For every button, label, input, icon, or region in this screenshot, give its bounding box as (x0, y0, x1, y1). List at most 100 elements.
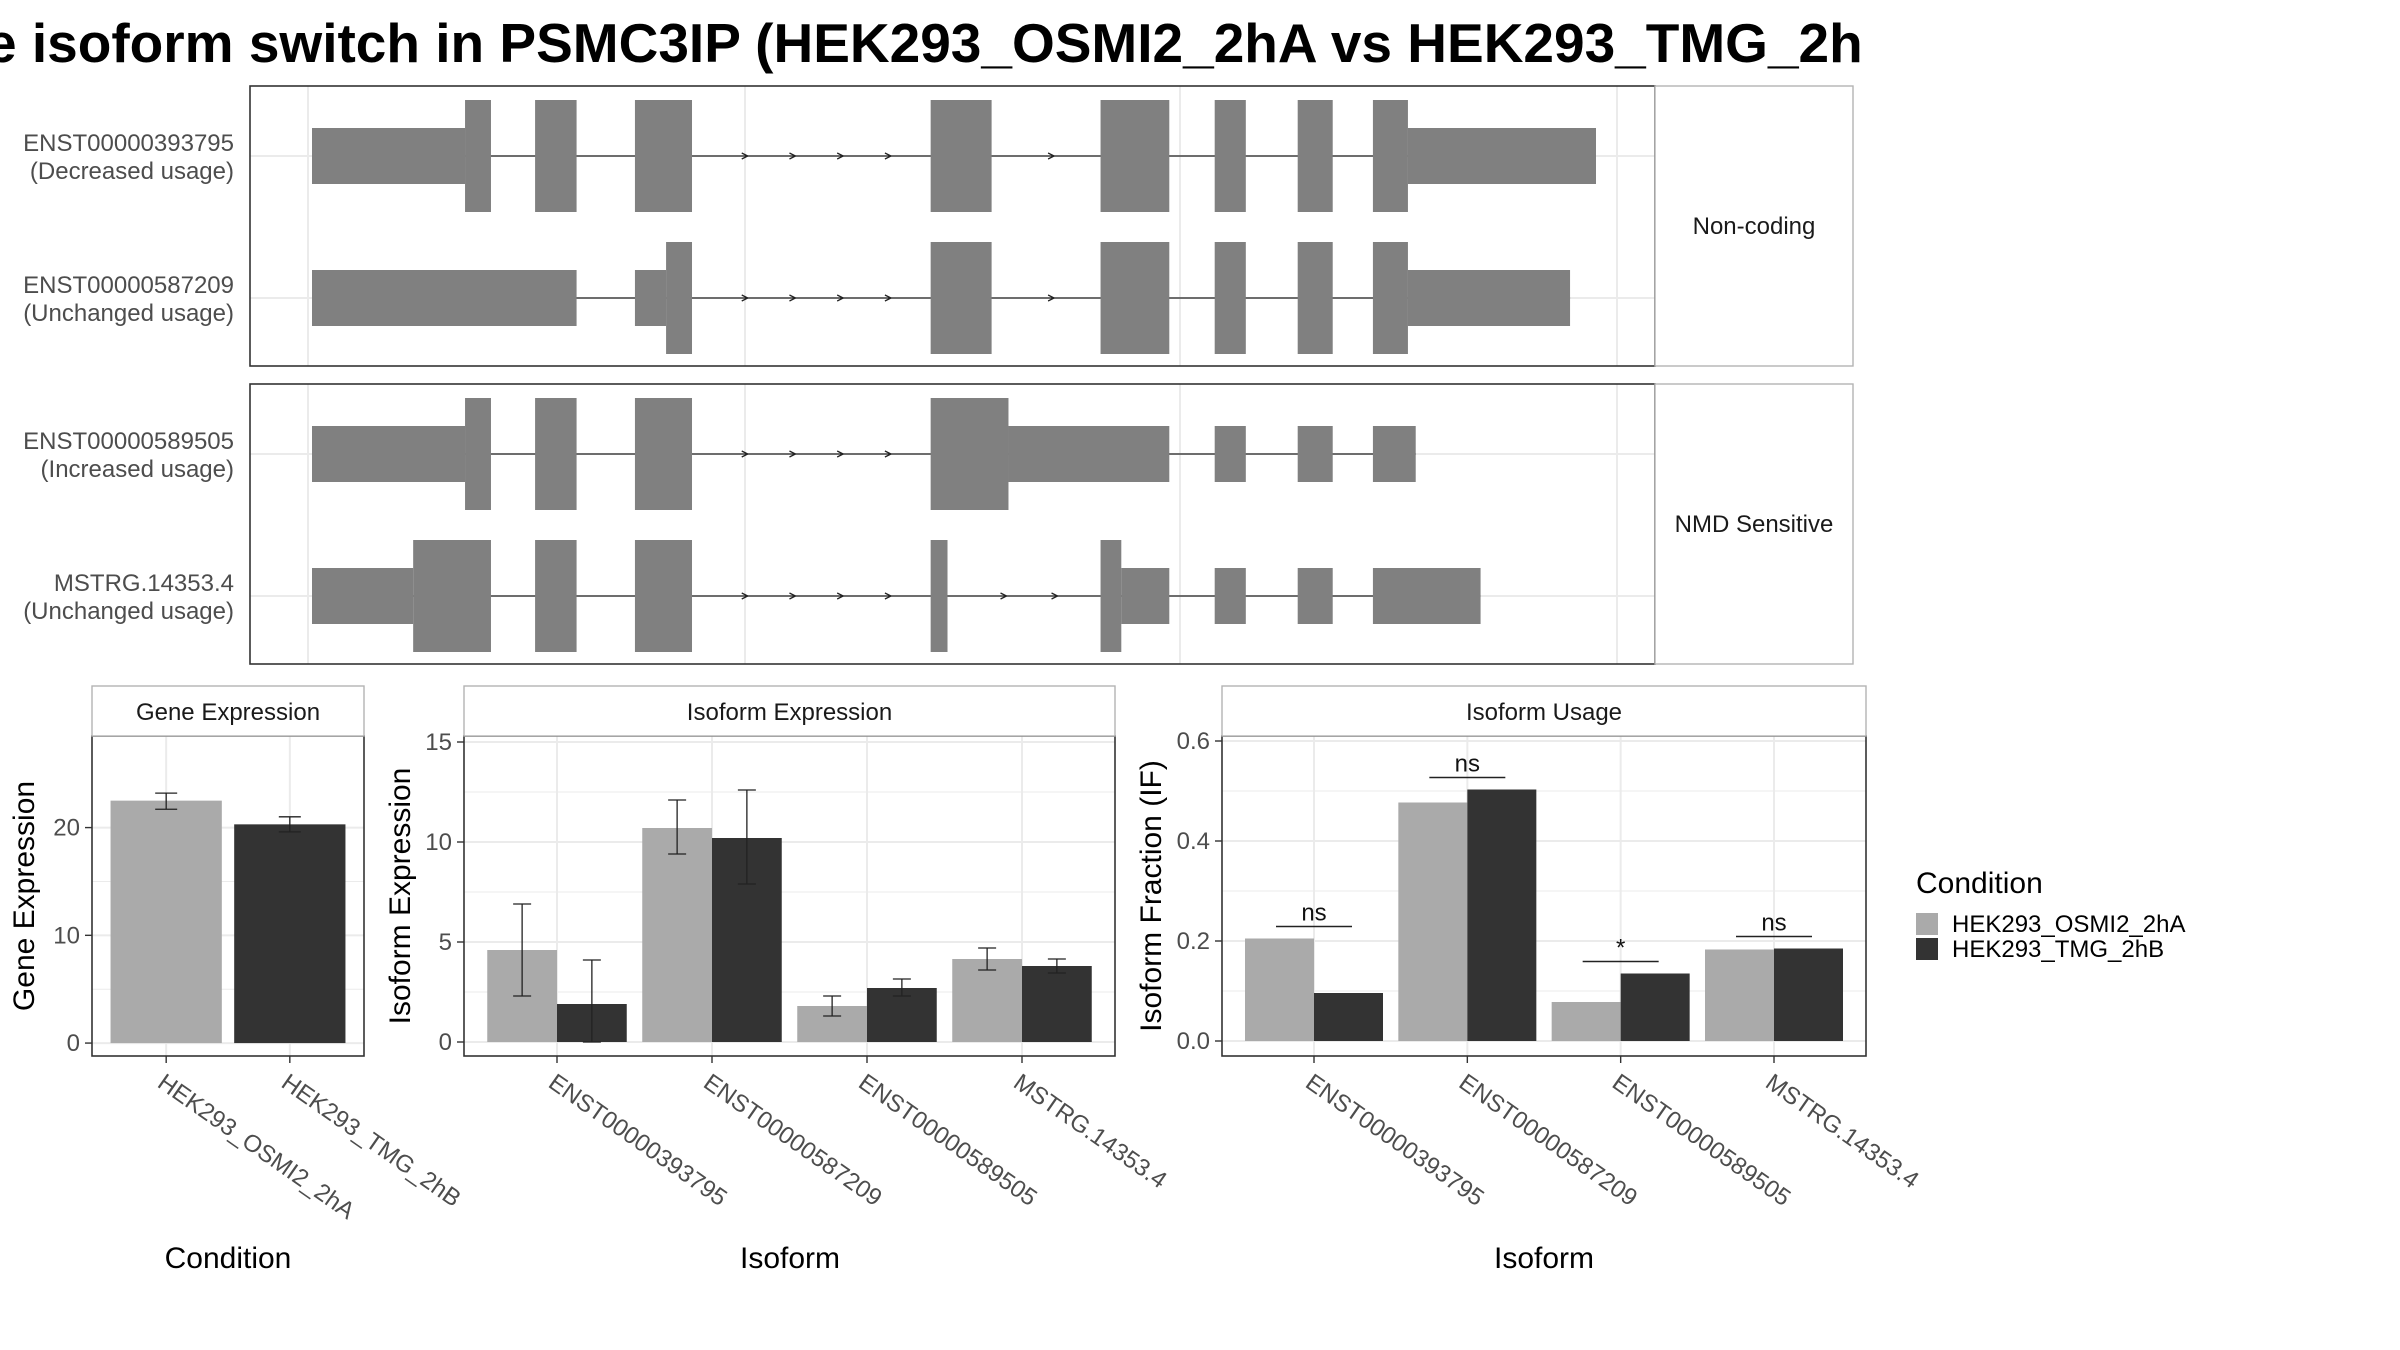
x-tick-label: MSTRG.14353.4 (1009, 1069, 1172, 1194)
bar (234, 824, 346, 1044)
exon-block (1214, 100, 1246, 212)
exon-block (413, 540, 491, 652)
error-bar (668, 799, 687, 855)
bar (1245, 938, 1314, 1041)
panel-strip-label: Isoform Usage (1466, 699, 1622, 726)
exon-block (1372, 242, 1408, 354)
y-tick-label: 0.0 (1177, 1028, 1210, 1055)
exon-block (1372, 426, 1416, 482)
direction-arrow (1051, 592, 1059, 600)
panel-gene-expression: Gene Expression01020HEK293_OSMI2_2hAHEK2… (8, 685, 466, 1275)
direction-arrow (836, 294, 845, 302)
direction-arrow (741, 294, 750, 302)
exon-block (1297, 568, 1333, 624)
bar-panels: Gene Expression01020HEK293_OSMI2_2hAHEK2… (8, 685, 1924, 1275)
direction-arrow (789, 294, 797, 302)
group-strip (1654, 383, 1854, 665)
exon-block (312, 426, 466, 482)
exon-block (1100, 100, 1170, 212)
exon-block (930, 100, 992, 212)
error-bar (978, 947, 997, 971)
isoform-label: ENST00000587209 (23, 272, 234, 299)
isoform-usage-label: (Decreased usage) (30, 158, 234, 185)
isoform-label: ENST00000393795 (23, 130, 234, 157)
direction-arrow (884, 592, 893, 600)
y-tick-label: 15 (425, 729, 452, 756)
error-bar (582, 959, 601, 1043)
x-axis-title: Isoform (1494, 1242, 1594, 1275)
direction-arrow (836, 152, 845, 160)
y-tick-label: 5 (439, 929, 452, 956)
exon-block (930, 242, 992, 354)
isoform-usage-label: (Unchanged usage) (23, 598, 234, 625)
direction-arrow (1000, 592, 1008, 600)
isoform-usage-label: (Increased usage) (41, 456, 234, 483)
bar (1467, 789, 1537, 1041)
bar (1314, 993, 1383, 1041)
group-strip (1654, 85, 1854, 367)
structure-panel-0: Non-coding ENST00000393795(Decreased usag… (23, 85, 1854, 367)
panel-strip-label: Isoform Expression (687, 699, 892, 726)
exon-block (312, 270, 577, 326)
exon-block (634, 100, 693, 212)
bar (110, 800, 222, 1044)
exon-block (1214, 568, 1246, 624)
direction-arrow (1047, 294, 1056, 302)
significance-label: * (1616, 935, 1625, 962)
bar (642, 828, 712, 1042)
x-axis-title: Isoform (740, 1242, 840, 1275)
exon-block (465, 100, 491, 212)
bar (867, 988, 937, 1042)
direction-arrow (741, 592, 750, 600)
isoform-label: ENST00000589505 (23, 428, 234, 455)
exon-block (1214, 426, 1246, 482)
direction-arrow (836, 450, 845, 458)
exon-block (535, 398, 577, 510)
exon-block (666, 242, 693, 354)
direction-arrow (741, 152, 750, 160)
significance-label: ns (1455, 751, 1480, 778)
bar (1705, 949, 1774, 1041)
exon-block (930, 398, 1009, 510)
exon-block (634, 270, 667, 326)
y-tick-label: 0 (67, 1030, 80, 1057)
legend-title: Condition (1916, 867, 2043, 900)
bar (1774, 948, 1843, 1041)
y-tick-label: 10 (425, 829, 452, 856)
direction-arrow (884, 450, 893, 458)
x-tick-label: HEK293_OSMI2_2hA (153, 1069, 360, 1225)
y-tick-label: 20 (53, 815, 80, 842)
direction-arrow (884, 152, 893, 160)
panel-isoform-expression: Isoform Expression051015ENST00000393795E… (384, 685, 1172, 1275)
isoform-label: MSTRG.14353.4 (54, 570, 234, 597)
bar (1398, 802, 1468, 1041)
panel-strip-label: Gene Expression (136, 699, 320, 726)
direction-arrow (836, 592, 845, 600)
y-tick-label: 0.4 (1177, 828, 1210, 855)
panel-strip (91, 685, 365, 737)
exon-block (1100, 242, 1170, 354)
x-tick-label: MSTRG.14353.4 (1761, 1069, 1924, 1194)
y-axis-title: Isoform Expression (384, 768, 417, 1025)
exon-block (312, 128, 466, 184)
exon-block (1372, 100, 1408, 212)
panel-strip (1221, 685, 1867, 737)
exon-block (465, 398, 491, 510)
legend-label: HEK293_TMG_2hB (1952, 936, 2164, 963)
isoform-row: ENST00000393795(Decreased usage) (23, 100, 1596, 212)
bar (952, 959, 1022, 1042)
isoform-row: ENST00000587209(Unchanged usage) (23, 242, 1571, 354)
exon-block (1121, 568, 1170, 624)
y-tick-label: 0 (439, 1029, 452, 1056)
exon-block (1407, 128, 1596, 184)
direction-arrow (1047, 152, 1056, 160)
y-tick-label: 0.6 (1177, 728, 1210, 755)
exon-block (535, 540, 577, 652)
error-bar (1047, 958, 1066, 974)
direction-arrow (884, 294, 893, 302)
exon-block (1008, 426, 1170, 482)
group-label: Non-coding (1693, 213, 1816, 240)
direction-arrow (789, 450, 797, 458)
legend-swatch (1916, 913, 1938, 935)
